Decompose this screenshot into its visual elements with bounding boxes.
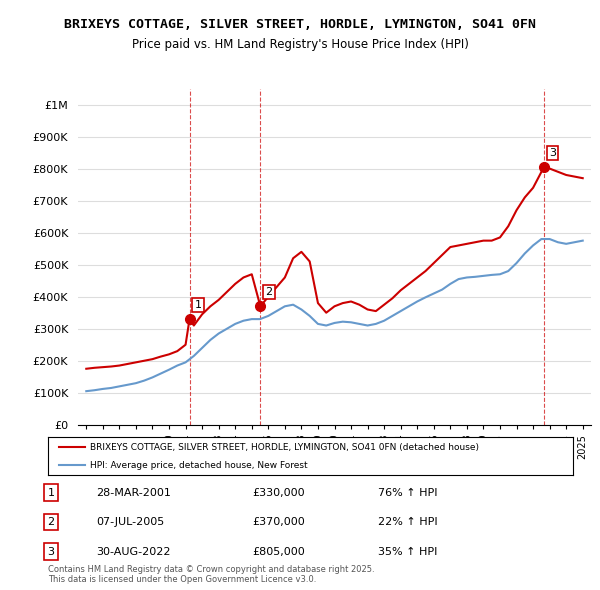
Text: 2: 2	[47, 517, 55, 527]
Text: 35% ↑ HPI: 35% ↑ HPI	[378, 547, 437, 556]
Text: Contains HM Land Registry data © Crown copyright and database right 2025.
This d: Contains HM Land Registry data © Crown c…	[48, 565, 374, 584]
Text: Price paid vs. HM Land Registry's House Price Index (HPI): Price paid vs. HM Land Registry's House …	[131, 38, 469, 51]
Text: BRIXEYS COTTAGE, SILVER STREET, HORDLE, LYMINGTON, SO41 0FN (detached house): BRIXEYS COTTAGE, SILVER STREET, HORDLE, …	[90, 443, 479, 452]
Text: 1: 1	[47, 488, 55, 497]
Text: HPI: Average price, detached house, New Forest: HPI: Average price, detached house, New …	[90, 461, 308, 470]
Text: £330,000: £330,000	[252, 488, 305, 497]
Text: BRIXEYS COTTAGE, SILVER STREET, HORDLE, LYMINGTON, SO41 0FN: BRIXEYS COTTAGE, SILVER STREET, HORDLE, …	[64, 18, 536, 31]
Text: 28-MAR-2001: 28-MAR-2001	[96, 488, 171, 497]
Text: 22% ↑ HPI: 22% ↑ HPI	[378, 517, 437, 527]
Text: £805,000: £805,000	[252, 547, 305, 556]
Text: 3: 3	[47, 547, 55, 556]
Text: 30-AUG-2022: 30-AUG-2022	[96, 547, 170, 556]
Text: 76% ↑ HPI: 76% ↑ HPI	[378, 488, 437, 497]
Text: 1: 1	[194, 300, 202, 310]
Text: 2: 2	[265, 287, 272, 297]
Text: 07-JUL-2005: 07-JUL-2005	[96, 517, 164, 527]
Text: 3: 3	[549, 148, 556, 158]
Text: £370,000: £370,000	[252, 517, 305, 527]
